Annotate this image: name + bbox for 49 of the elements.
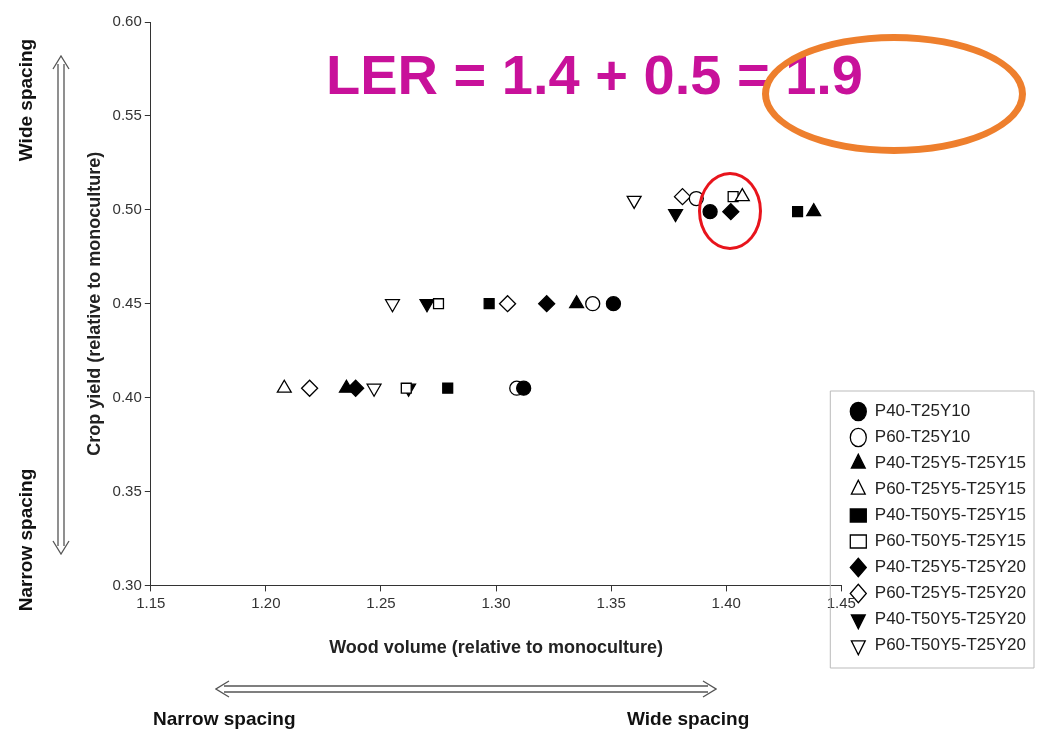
point [605,296,622,312]
text: Wide spacing [15,38,37,162]
x-tick-label: 1.30 [481,593,511,611]
legend-label: P60-T25Y5-T25Y20 [874,583,1026,603]
point [668,208,684,223]
point [538,295,556,313]
y-tick-label: 0.35 [112,481,142,499]
legend-label: P60-T50Y5-T25Y15 [874,531,1026,551]
point [366,383,382,397]
x-tick-label: 1.35 [596,593,626,611]
text: Narrow spacing [15,468,37,612]
point [702,204,718,220]
x-axis-title: Wood volume (relative to monoculture) [329,637,663,658]
x-tick-label: 1.25 [366,593,396,611]
point [432,298,445,310]
legend-label: P60-T25Y10 [874,427,971,447]
y-tick-label: 0.30 [112,575,142,593]
y-tick-label: 0.50 [112,199,142,217]
text: Narrow spacing [153,708,296,730]
x-tick-label: 1.20 [251,593,281,611]
annotation: LER = 1.4 + 0.5 = 1.9 [326,42,864,107]
y-tick-label: 0.45 [112,293,142,311]
point [300,379,319,397]
legend-label: P60-T25Y5-T25Y15 [874,479,1026,499]
point [516,380,532,396]
legend-label: P40-T25Y5-T25Y20 [874,557,1026,577]
point [419,299,435,313]
point [722,203,740,221]
point [673,188,692,206]
x-tick-label: 1.15 [136,593,166,611]
point [791,206,804,218]
point [585,296,601,312]
point [498,295,517,313]
legend-label: P40-T50Y5-T25Y15 [874,505,1026,525]
y-tick-label: 0.60 [112,12,142,30]
legend-label: P40-T25Y10 [874,401,971,421]
point [384,299,401,313]
legend-label: P60-T50Y5-T25Y20 [874,635,1026,655]
point [442,382,454,394]
y-tick-label: 0.40 [112,387,142,405]
x-tick-label: 1.40 [711,593,741,611]
point [483,298,495,310]
y-axis-title: Crop yield (relative to monoculture) [83,151,104,456]
y-tick-label: 0.55 [112,106,142,124]
point [626,195,642,210]
legend-label: P40-T50Y5-T25Y20 [874,609,1026,629]
x-tick-label: 1.45 [826,593,856,611]
legend-label: P40-T25Y5-T25Y15 [874,453,1026,473]
text: Wide spacing [627,708,750,730]
